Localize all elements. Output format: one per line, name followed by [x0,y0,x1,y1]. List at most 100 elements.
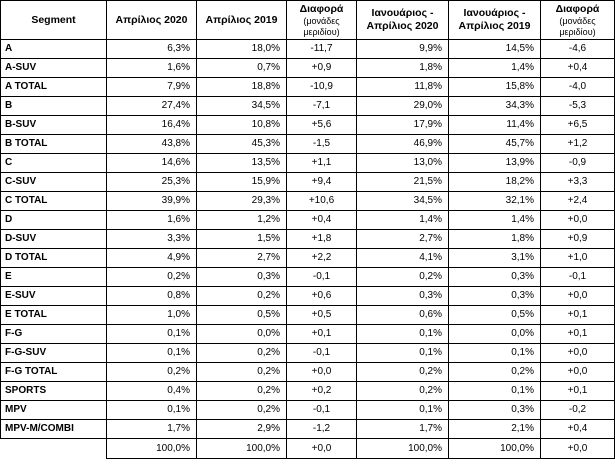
cell-segment: C [0,153,107,173]
table-row: B 27,4% 34,5% -7,1 29,0% 34,3% -5,3 [0,96,615,116]
cell-diff1: -10,9 [286,77,357,97]
table-row: F-G TOTAL 0,2% 0,2% +0,0 0,2% 0,2% +0,0 [0,362,615,382]
header-janapr2020: Ιανουάριος - Απρίλιος 2020 [356,0,449,40]
cell-janapr2020: 0,6% [356,305,449,325]
cell-segment: B-SUV [0,115,107,135]
cell-diff2: +0,4 [540,419,615,439]
cell-diff2: +0,9 [540,229,615,249]
cell-janapr2019: 34,3% [448,96,541,116]
table-row: MPV 0,1% 0,2% -0,1 0,1% 0,3% -0,2 [0,400,615,420]
cell-apr2019: 0,2% [196,400,287,420]
cell-diff2: +0,0 [540,210,615,230]
header-segment: Segment [0,0,107,40]
cell-janapr2020: 1,8% [356,58,449,78]
cell-apr2019: 34,5% [196,96,287,116]
totals-janapr2020: 100,0% [356,438,449,459]
cell-apr2020: 0,2% [106,362,197,382]
cell-diff2: +1,2 [540,134,615,154]
cell-apr2019: 45,3% [196,134,287,154]
cell-segment: E [0,267,107,287]
header-apr2019: Απρίλιος 2019 [196,0,287,40]
cell-apr2020: 1,0% [106,305,197,325]
cell-diff1: +9,4 [286,172,357,192]
cell-janapr2020: 2,7% [356,229,449,249]
cell-apr2020: 39,9% [106,191,197,211]
cell-janapr2020: 11,8% [356,77,449,97]
cell-apr2020: 0,2% [106,267,197,287]
table-row: MPV-M/COMBI 1,7% 2,9% -1,2 1,7% 2,1% +0,4 [0,419,615,439]
totals-row: 100,0% 100,0% +0,0 100,0% 100,0% +0,0 [0,438,615,459]
cell-janapr2020: 1,7% [356,419,449,439]
cell-apr2019: 0,2% [196,381,287,401]
cell-apr2020: 16,4% [106,115,197,135]
table-row: A TOTAL 7,9% 18,8% -10,9 11,8% 15,8% -4,0 [0,77,615,97]
cell-janapr2020: 17,9% [356,115,449,135]
cell-apr2020: 1,6% [106,210,197,230]
cell-janapr2020: 0,2% [356,381,449,401]
cell-diff2: +0,1 [540,305,615,325]
cell-janapr2020: 29,0% [356,96,449,116]
cell-diff2: -0,2 [540,400,615,420]
cell-diff2: +3,3 [540,172,615,192]
cell-apr2020: 1,6% [106,58,197,78]
cell-apr2019: 29,3% [196,191,287,211]
cell-segment: D [0,210,107,230]
cell-diff2: -0,9 [540,153,615,173]
cell-janapr2019: 1,8% [448,229,541,249]
cell-apr2020: 14,6% [106,153,197,173]
cell-janapr2019: 2,1% [448,419,541,439]
cell-janapr2019: 0,1% [448,343,541,363]
cell-janapr2019: 32,1% [448,191,541,211]
cell-apr2019: 15,9% [196,172,287,192]
table-row: E TOTAL 1,0% 0,5% +0,5 0,6% 0,5% +0,1 [0,305,615,325]
cell-diff2: -4,0 [540,77,615,97]
cell-apr2019: 0,0% [196,324,287,344]
cell-janapr2019: 15,8% [448,77,541,97]
cell-diff1: +0,4 [286,210,357,230]
cell-segment: E-SUV [0,286,107,306]
cell-apr2020: 7,9% [106,77,197,97]
cell-apr2020: 25,3% [106,172,197,192]
header-row: Segment Απρίλιος 2020 Απρίλιος 2019 Διαφ… [0,0,615,40]
cell-apr2019: 0,3% [196,267,287,287]
cell-janapr2020: 34,5% [356,191,449,211]
cell-janapr2020: 9,9% [356,39,449,59]
table-row: E 0,2% 0,3% -0,1 0,2% 0,3% -0,1 [0,267,615,287]
cell-segment: D-SUV [0,229,107,249]
table-row: F-G 0,1% 0,0% +0,1 0,1% 0,0% +0,1 [0,324,615,344]
table-row: E-SUV 0,8% 0,2% +0,6 0,3% 0,3% +0,0 [0,286,615,306]
cell-janapr2019: 0,5% [448,305,541,325]
cell-diff1: -11,7 [286,39,357,59]
cell-segment: F-G TOTAL [0,362,107,382]
cell-diff1: -1,2 [286,419,357,439]
cell-janapr2020: 46,9% [356,134,449,154]
cell-janapr2019: 0,3% [448,267,541,287]
cell-apr2019: 0,2% [196,362,287,382]
cell-janapr2020: 0,3% [356,286,449,306]
cell-diff2: -5,3 [540,96,615,116]
cell-segment: C-SUV [0,172,107,192]
cell-diff1: +0,0 [286,362,357,382]
table-row: F-G-SUV 0,1% 0,2% -0,1 0,1% 0,1% +0,0 [0,343,615,363]
cell-diff1: +0,6 [286,286,357,306]
cell-janapr2020: 0,1% [356,343,449,363]
cell-diff2: +0,1 [540,324,615,344]
cell-janapr2019: 14,5% [448,39,541,59]
cell-apr2020: 6,3% [106,39,197,59]
cell-janapr2019: 18,2% [448,172,541,192]
cell-janapr2020: 4,1% [356,248,449,268]
cell-segment: MPV [0,400,107,420]
cell-diff1: +0,1 [286,324,357,344]
cell-janapr2019: 45,7% [448,134,541,154]
cell-segment: MPV-M/COMBI [0,419,107,439]
cell-apr2019: 0,7% [196,58,287,78]
cell-janapr2020: 0,2% [356,267,449,287]
table-row: B-SUV 16,4% 10,8% +5,6 17,9% 11,4% +6,5 [0,115,615,135]
cell-diff1: +1,1 [286,153,357,173]
header-diff2: Διαφορά (μονάδες μεριδίου) [540,0,615,40]
cell-apr2019: 2,7% [196,248,287,268]
cell-diff2: +0,4 [540,58,615,78]
cell-diff1: -7,1 [286,96,357,116]
cell-janapr2020: 13,0% [356,153,449,173]
cell-segment: B TOTAL [0,134,107,154]
